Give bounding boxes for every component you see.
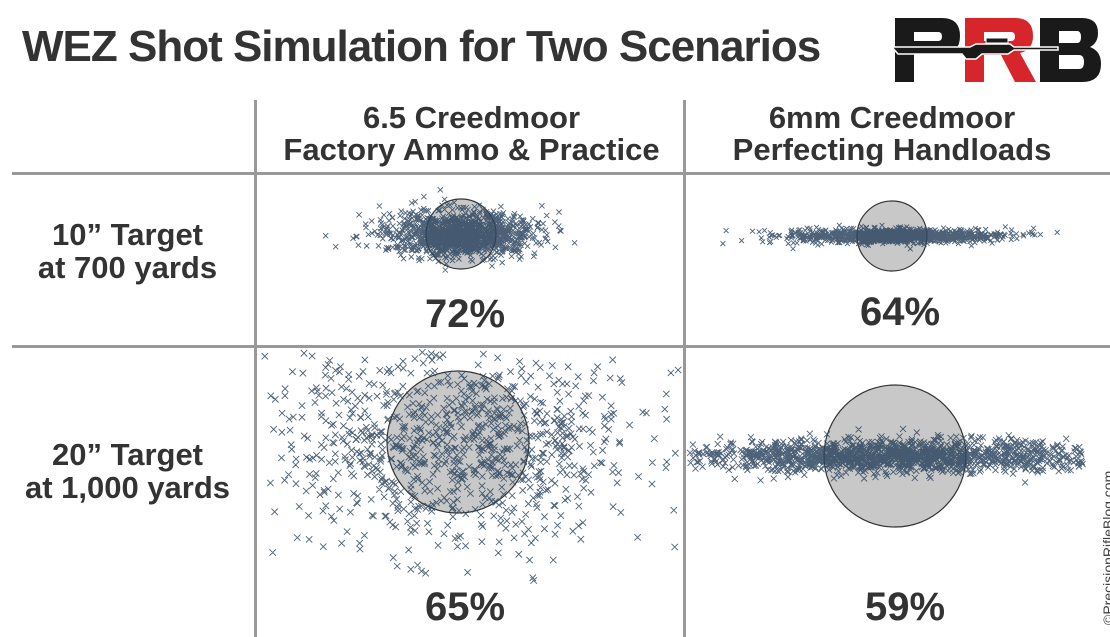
shot-marks (322, 186, 578, 273)
row-header-1000-yards: 20” Target at 1,000 yards (0, 438, 255, 504)
grid-line-vertical-middle (683, 100, 686, 637)
shot-pattern-6-5-700 (322, 186, 578, 273)
hit-percentage-6mm-700: 64% (859, 290, 941, 334)
grid-line-horizontal-middle (12, 345, 1110, 348)
row-header-line1: 20” Target (51, 437, 204, 472)
row-header-line1: 10” Target (51, 217, 204, 252)
hit-percentage-6-5-700: 72% (424, 292, 506, 336)
column-header-6-5-creedmoor: 6.5 Creedmoor Factory Ammo & Practice (258, 102, 685, 166)
grid-line-vertical-left (254, 100, 257, 637)
shot-marks (720, 222, 1060, 252)
row-header-700-yards: 10” Target at 700 yards (0, 218, 255, 284)
column-header-line2: Perfecting Handloads (732, 132, 1052, 167)
copyright-text: ©PrecisionRifleBlog.com (1100, 470, 1110, 625)
column-header-line1: 6mm Creedmoor (768, 100, 1016, 135)
shot-marks (687, 425, 1086, 486)
column-header-line2: Factory Ammo & Practice (283, 132, 660, 167)
row-header-line2: at 700 yards (37, 250, 218, 285)
column-header-line1: 6.5 Creedmoor (362, 100, 581, 135)
page-title: WEZ Shot Simulation for Two Scenarios (22, 22, 821, 71)
hit-percentage-6mm-1000: 59% (864, 585, 946, 629)
grid-line-horizontal-top (12, 172, 1110, 175)
shot-pattern-6mm-700 (720, 200, 1060, 272)
row-header-line2: at 1,000 yards (24, 470, 231, 505)
shot-pattern-6mm-1000 (687, 384, 1086, 528)
shot-pattern-6-5-1000 (261, 349, 682, 585)
shot-marks (261, 349, 682, 585)
prb-logo (890, 18, 1101, 82)
column-header-6mm-creedmoor: 6mm Creedmoor Perfecting Handloads (686, 102, 1098, 166)
hit-percentage-6-5-1000: 65% (424, 585, 506, 629)
